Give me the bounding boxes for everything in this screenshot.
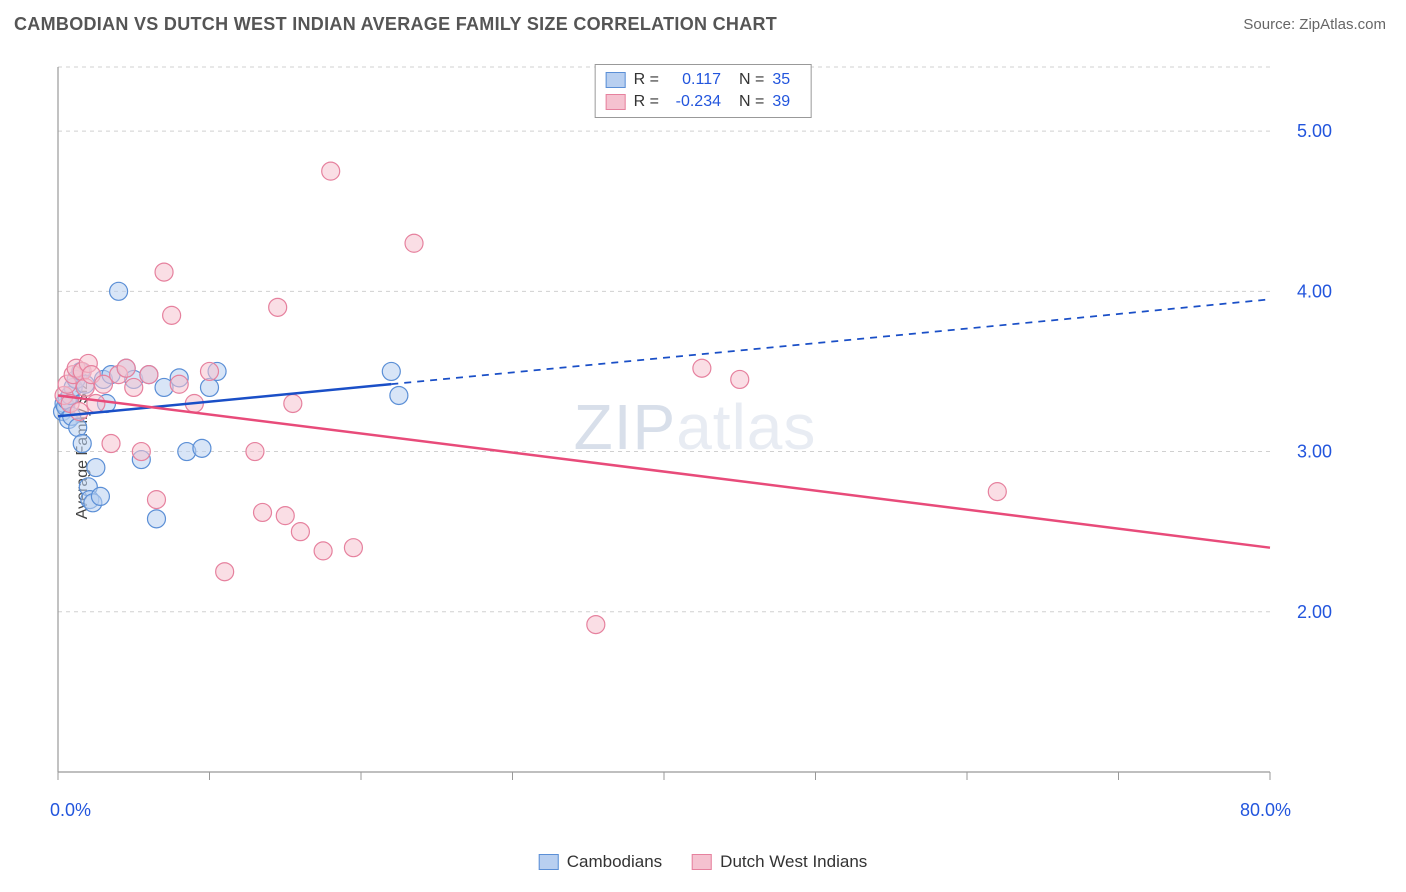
legend-item-1: Cambodians bbox=[539, 852, 662, 872]
svg-text:5.00: 5.00 bbox=[1297, 121, 1332, 141]
svg-text:3.00: 3.00 bbox=[1297, 442, 1332, 462]
r-label-1: R = bbox=[634, 71, 659, 89]
n-value-2: 39 bbox=[772, 93, 800, 111]
x-axis-min-label: 0.0% bbox=[50, 800, 91, 821]
svg-text:4.00: 4.00 bbox=[1297, 281, 1332, 301]
legend-swatch-2 bbox=[692, 854, 712, 870]
n-label-1: N = bbox=[739, 71, 764, 89]
source-label: Source: bbox=[1243, 16, 1299, 33]
r-value-2: -0.234 bbox=[667, 93, 721, 111]
source-attribution: Source: ZipAtlas.com bbox=[1243, 16, 1386, 33]
r-label-2: R = bbox=[634, 93, 659, 111]
legend-label-2: Dutch West Indians bbox=[720, 852, 867, 872]
x-axis-max-label: 80.0% bbox=[1240, 800, 1291, 821]
stats-row-1: R = 0.117 N = 35 bbox=[606, 69, 801, 91]
series-legend: Cambodians Dutch West Indians bbox=[539, 852, 868, 872]
svg-text:2.00: 2.00 bbox=[1297, 602, 1332, 622]
source-link[interactable]: ZipAtlas.com bbox=[1299, 16, 1386, 33]
correlation-scatter-chart: 2.00 3.00 4.00 5.00 bbox=[50, 62, 1340, 792]
stats-row-2: R = -0.234 N = 39 bbox=[606, 91, 801, 113]
chart-area: 2.003.004.005.00 ZIPatlas bbox=[50, 62, 1340, 792]
legend-item-2: Dutch West Indians bbox=[692, 852, 867, 872]
legend-label-1: Cambodians bbox=[567, 852, 662, 872]
n-label-2: N = bbox=[739, 93, 764, 111]
series-2-swatch bbox=[606, 94, 626, 110]
n-value-1: 35 bbox=[772, 71, 800, 89]
legend-swatch-1 bbox=[539, 854, 559, 870]
chart-title: CAMBODIAN VS DUTCH WEST INDIAN AVERAGE F… bbox=[14, 14, 777, 35]
r-value-1: 0.117 bbox=[667, 71, 721, 89]
stats-legend: R = 0.117 N = 35 R = -0.234 N = 39 bbox=[595, 64, 812, 118]
series-1-swatch bbox=[606, 72, 626, 88]
